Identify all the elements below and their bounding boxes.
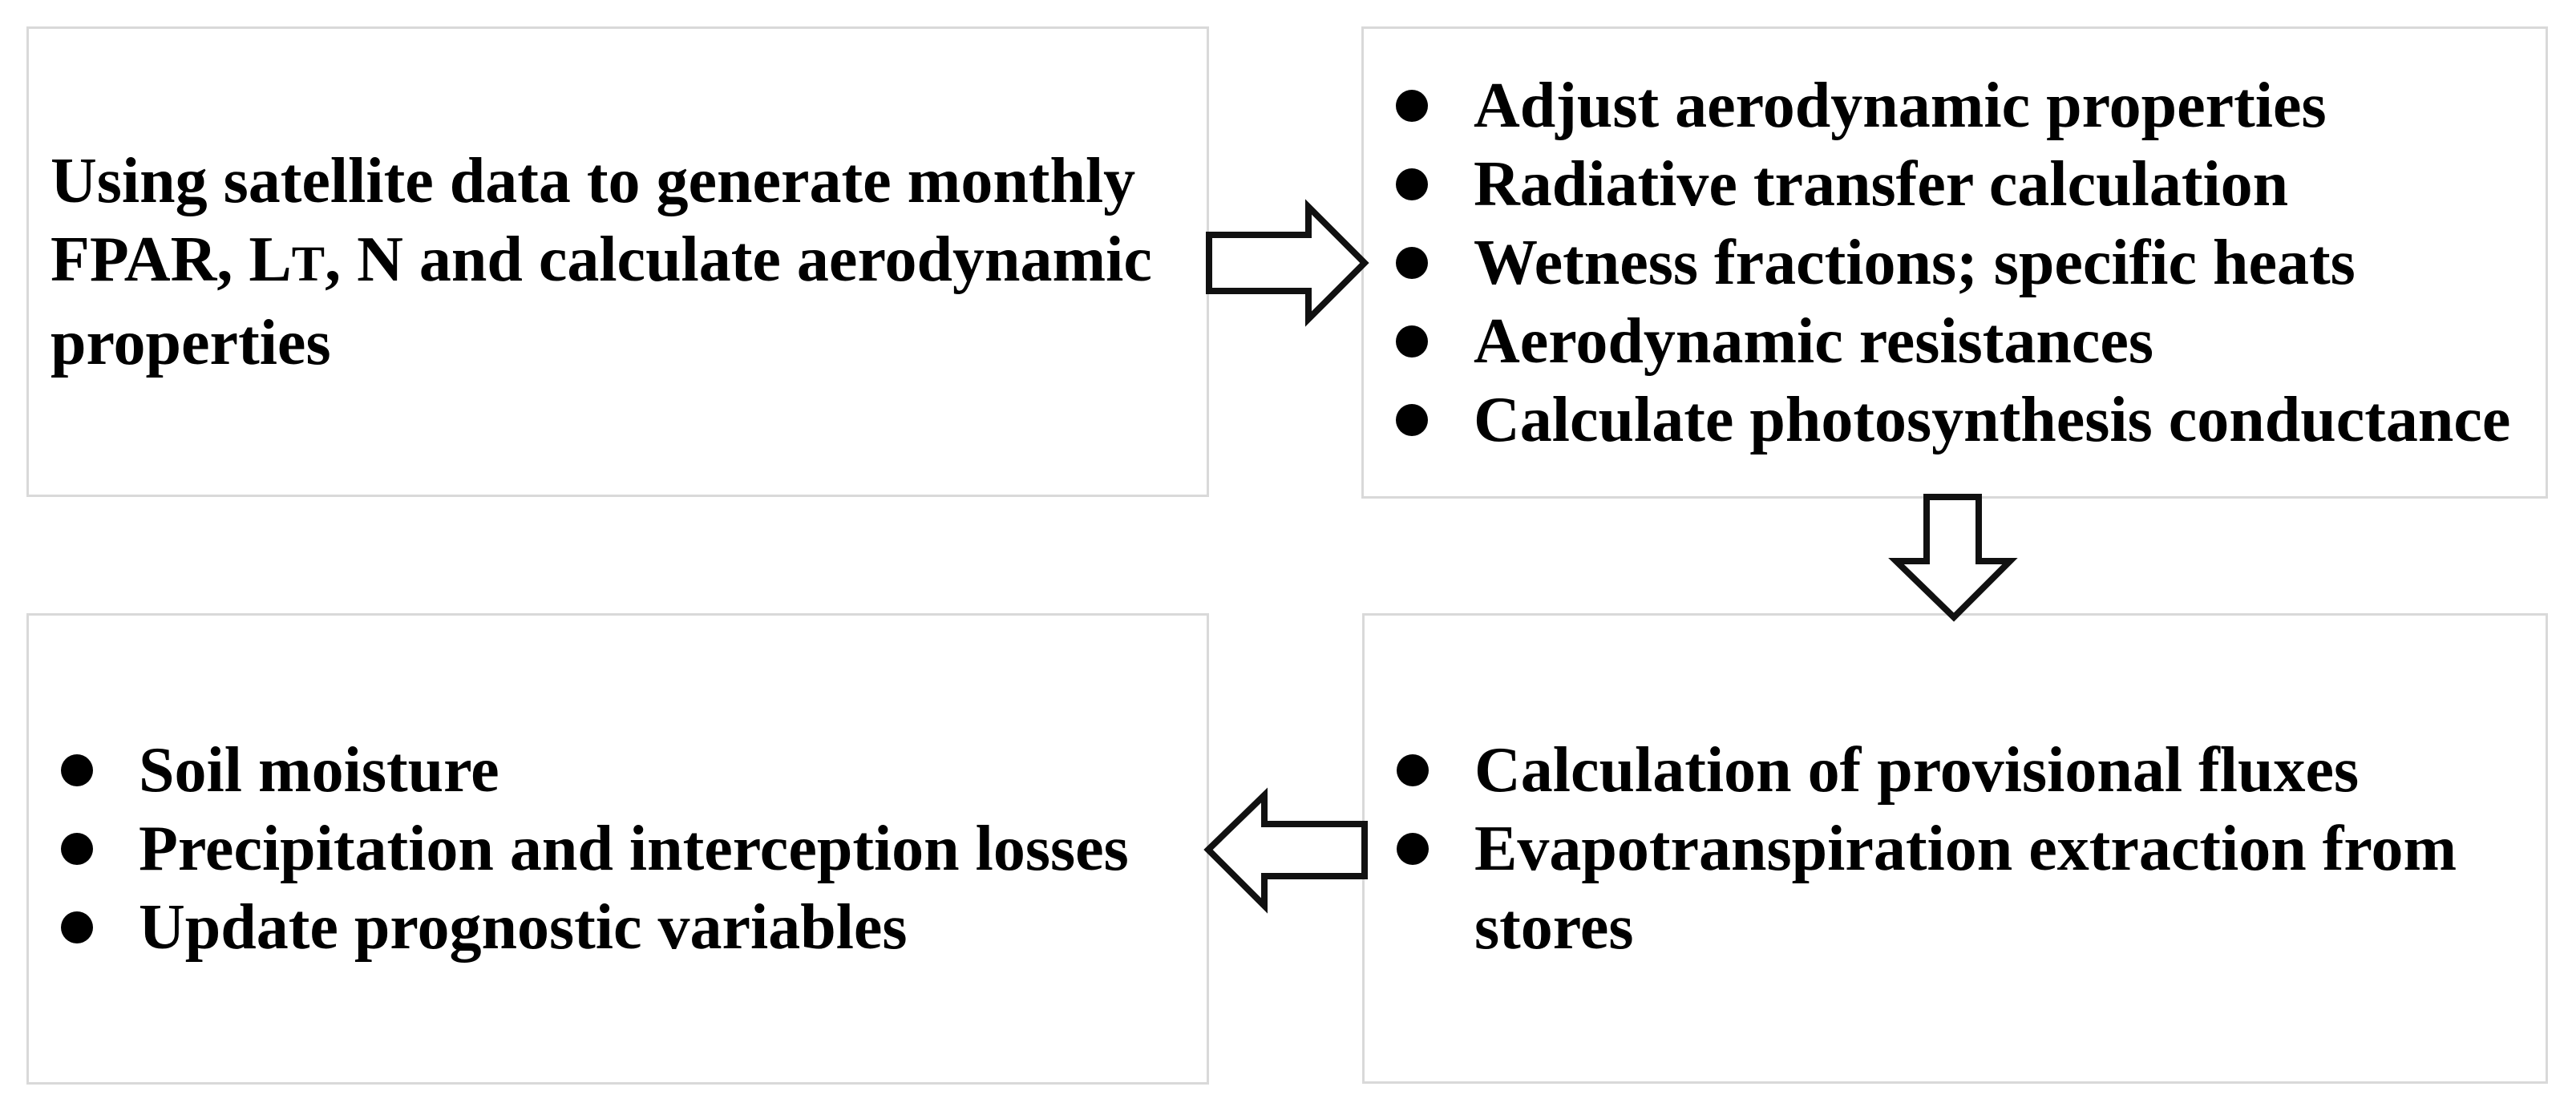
- list-item-label: Calculation of provisional fluxes: [1474, 734, 2360, 806]
- list-item-label: Wetness fractions; specific heats: [1474, 227, 2356, 298]
- bullet-icon: [1397, 753, 1429, 786]
- bullet-list: Adjust aerodynamic properties Radiative …: [1364, 67, 2546, 459]
- block-arrow-right-icon: [1206, 199, 1369, 327]
- list-item-label: Calculate photosynthesis conductance: [1474, 384, 2511, 455]
- list-item-label: Adjust aerodynamic properties: [1474, 70, 2327, 141]
- block-arrow-left-icon: [1203, 787, 1368, 914]
- box-text-segment: , N and calculate aerodynamic: [325, 224, 1152, 295]
- bullet-icon: [1396, 325, 1428, 358]
- list-item: Aerodynamic resistances: [1364, 302, 2546, 381]
- box-satellite-data: Using satellite data to generate monthly…: [26, 26, 1209, 497]
- list-item-label: Soil moisture: [139, 735, 499, 806]
- bullet-icon: [1396, 246, 1428, 279]
- list-item-label: Radiative transfer calculation: [1474, 148, 2289, 220]
- box-soil-update: Soil moisture Precipitation and intercep…: [26, 613, 1209, 1085]
- list-item-label: Update prognostic variables: [139, 892, 908, 963]
- list-item-label: Evapotranspiration extraction from store…: [1474, 813, 2457, 963]
- box-text-line: Using satellite data to generate monthly: [51, 145, 1136, 216]
- bullet-list: Soil moisture Precipitation and intercep…: [29, 731, 1207, 967]
- box-text-line: properties: [51, 307, 331, 378]
- list-item: Calculate photosynthesis conductance: [1364, 381, 2546, 459]
- box-aerodynamic-steps: Adjust aerodynamic properties Radiative …: [1361, 26, 2548, 499]
- list-item: Evapotranspiration extraction from store…: [1365, 810, 2546, 967]
- bullet-icon: [1396, 168, 1428, 200]
- bullet-icon: [61, 833, 93, 865]
- block-arrow-down-icon: [1888, 494, 2018, 622]
- list-item: Adjust aerodynamic properties: [1364, 67, 2546, 145]
- list-item: Radiative transfer calculation: [1364, 145, 2546, 224]
- bullet-icon: [61, 754, 93, 786]
- list-item-label: Aerodynamic resistances: [1474, 305, 2154, 377]
- bullet-icon: [1397, 832, 1429, 865]
- bullet-icon: [1396, 403, 1428, 436]
- bullet-list: Calculation of provisional fluxes Evapot…: [1365, 731, 2546, 967]
- list-item: Calculation of provisional fluxes: [1365, 731, 2546, 810]
- box-text-smallcap: T: [291, 236, 326, 292]
- bullet-icon: [1396, 89, 1428, 122]
- list-item: Precipitation and interception losses: [29, 810, 1207, 888]
- list-item: Soil moisture: [29, 731, 1207, 810]
- box-text-line: FPAR, LT, N and calculate aerodynamic: [51, 220, 1194, 304]
- bullet-icon: [61, 911, 93, 943]
- box-text-segment: FPAR, L: [51, 224, 292, 295]
- box-flux-calculation: Calculation of provisional fluxes Evapot…: [1362, 613, 2548, 1084]
- list-item: Wetness fractions; specific heats: [1364, 224, 2546, 302]
- list-item-label: Precipitation and interception losses: [139, 814, 1129, 884]
- list-item: Update prognostic variables: [29, 888, 1207, 967]
